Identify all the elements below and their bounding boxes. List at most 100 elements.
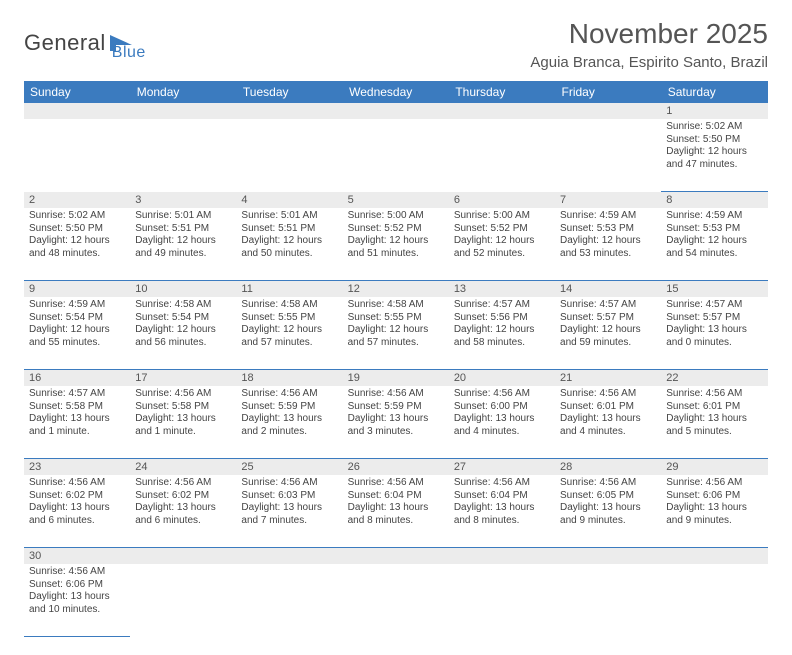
daylight-text: Daylight: 13 hours and 3 minutes. <box>348 413 444 438</box>
daylight-text: Daylight: 13 hours and 1 minute. <box>29 413 125 438</box>
day-cell: Sunrise: 5:00 AMSunset: 5:52 PMDaylight:… <box>343 208 449 281</box>
day-number: 1 <box>661 103 767 119</box>
day-number-cell: 11 <box>236 281 342 298</box>
day-cell <box>661 564 767 637</box>
sunset-text: Sunset: 6:00 PM <box>454 401 550 414</box>
daylight-text: Daylight: 13 hours and 0 minutes. <box>666 324 762 349</box>
day-cell: Sunrise: 4:57 AMSunset: 5:57 PMDaylight:… <box>661 297 767 370</box>
sunrise-text: Sunrise: 4:56 AM <box>454 477 550 490</box>
daylight-text: Daylight: 13 hours and 8 minutes. <box>454 502 550 527</box>
day-number-cell: 5 <box>343 192 449 209</box>
day-number: 20 <box>449 370 555 386</box>
day-number: 9 <box>24 281 130 297</box>
daylight-text: Daylight: 13 hours and 4 minutes. <box>560 413 656 438</box>
sunrise-text: Sunrise: 4:57 AM <box>454 299 550 312</box>
brand-name-a: General <box>24 30 106 56</box>
location-subtitle: Aguia Branca, Espirito Santo, Brazil <box>530 54 768 71</box>
sunset-text: Sunset: 5:51 PM <box>241 223 337 236</box>
sunset-text: Sunset: 5:59 PM <box>348 401 444 414</box>
sunrise-text: Sunrise: 4:58 AM <box>241 299 337 312</box>
day-details: Sunrise: 4:56 AMSunset: 6:04 PMDaylight:… <box>449 475 555 529</box>
daylight-text: Daylight: 12 hours and 55 minutes. <box>29 324 125 349</box>
sunrise-text: Sunrise: 4:56 AM <box>29 477 125 490</box>
daylight-text: Daylight: 12 hours and 50 minutes. <box>241 235 337 260</box>
day-number-cell <box>555 103 661 119</box>
sunset-text: Sunset: 6:05 PM <box>560 490 656 503</box>
header: General Blue November 2025 Aguia Branca,… <box>24 18 768 71</box>
daylight-text: Daylight: 12 hours and 58 minutes. <box>454 324 550 349</box>
day-number-row: 30 <box>24 548 768 565</box>
sunset-text: Sunset: 6:06 PM <box>29 579 125 592</box>
sunset-text: Sunset: 5:57 PM <box>666 312 762 325</box>
day-cell <box>449 564 555 637</box>
day-cell: Sunrise: 4:56 AMSunset: 6:06 PMDaylight:… <box>661 475 767 548</box>
day-details: Sunrise: 4:58 AMSunset: 5:55 PMDaylight:… <box>343 297 449 351</box>
day-cell: Sunrise: 4:56 AMSunset: 5:58 PMDaylight:… <box>130 386 236 459</box>
day-number-row: 1 <box>24 103 768 119</box>
daylight-text: Daylight: 13 hours and 2 minutes. <box>241 413 337 438</box>
daylight-text: Daylight: 13 hours and 7 minutes. <box>241 502 337 527</box>
day-details: Sunrise: 4:58 AMSunset: 5:55 PMDaylight:… <box>236 297 342 351</box>
sunrise-text: Sunrise: 5:01 AM <box>135 210 231 223</box>
day-details: Sunrise: 5:00 AMSunset: 5:52 PMDaylight:… <box>343 208 449 262</box>
sunset-text: Sunset: 5:51 PM <box>135 223 231 236</box>
day-number-cell: 25 <box>236 459 342 476</box>
day-cell: Sunrise: 4:57 AMSunset: 5:58 PMDaylight:… <box>24 386 130 459</box>
day-number: 2 <box>24 192 130 208</box>
sunset-text: Sunset: 5:52 PM <box>454 223 550 236</box>
sunset-text: Sunset: 6:01 PM <box>560 401 656 414</box>
weekday-header: Sunday <box>24 81 130 103</box>
day-details: Sunrise: 4:56 AMSunset: 5:59 PMDaylight:… <box>236 386 342 440</box>
day-number: 6 <box>449 192 555 208</box>
day-number-cell: 30 <box>24 548 130 565</box>
day-number: 28 <box>555 459 661 475</box>
weekday-header: Monday <box>130 81 236 103</box>
daylight-text: Daylight: 12 hours and 48 minutes. <box>29 235 125 260</box>
daylight-text: Daylight: 12 hours and 57 minutes. <box>348 324 444 349</box>
day-number-cell: 10 <box>130 281 236 298</box>
day-details: Sunrise: 4:56 AMSunset: 6:01 PMDaylight:… <box>555 386 661 440</box>
brand-name-b: Blue <box>112 44 146 62</box>
day-number: 11 <box>236 281 342 297</box>
day-cell: Sunrise: 4:56 AMSunset: 6:05 PMDaylight:… <box>555 475 661 548</box>
day-content-row: Sunrise: 4:57 AMSunset: 5:58 PMDaylight:… <box>24 386 768 459</box>
day-cell: Sunrise: 5:01 AMSunset: 5:51 PMDaylight:… <box>236 208 342 281</box>
day-details: Sunrise: 4:59 AMSunset: 5:53 PMDaylight:… <box>555 208 661 262</box>
day-cell: Sunrise: 5:02 AMSunset: 5:50 PMDaylight:… <box>24 208 130 281</box>
day-number-cell <box>343 548 449 565</box>
sunrise-text: Sunrise: 4:56 AM <box>348 477 444 490</box>
daylight-text: Daylight: 12 hours and 53 minutes. <box>560 235 656 260</box>
sunset-text: Sunset: 5:59 PM <box>241 401 337 414</box>
day-number: 14 <box>555 281 661 297</box>
day-number-row: 2345678 <box>24 192 768 209</box>
day-details: Sunrise: 4:56 AMSunset: 6:00 PMDaylight:… <box>449 386 555 440</box>
daylight-text: Daylight: 12 hours and 56 minutes. <box>135 324 231 349</box>
sunset-text: Sunset: 5:50 PM <box>666 134 762 147</box>
day-number-cell: 26 <box>343 459 449 476</box>
sunrise-text: Sunrise: 4:56 AM <box>666 477 762 490</box>
day-number: 21 <box>555 370 661 386</box>
day-cell <box>236 119 342 192</box>
brand-logo: General Blue <box>24 24 146 62</box>
sunset-text: Sunset: 5:52 PM <box>348 223 444 236</box>
sunrise-text: Sunrise: 5:00 AM <box>348 210 444 223</box>
sunset-text: Sunset: 5:58 PM <box>135 401 231 414</box>
sunrise-text: Sunrise: 4:56 AM <box>560 388 656 401</box>
sunset-text: Sunset: 6:04 PM <box>348 490 444 503</box>
day-number: 24 <box>130 459 236 475</box>
day-number: 25 <box>236 459 342 475</box>
day-number-cell: 7 <box>555 192 661 209</box>
day-cell <box>555 119 661 192</box>
sunrise-text: Sunrise: 4:56 AM <box>241 477 337 490</box>
day-number: 27 <box>449 459 555 475</box>
weekday-header: Thursday <box>449 81 555 103</box>
sunrise-text: Sunrise: 4:59 AM <box>29 299 125 312</box>
day-number: 22 <box>661 370 767 386</box>
sunrise-text: Sunrise: 4:56 AM <box>666 388 762 401</box>
sunrise-text: Sunrise: 5:02 AM <box>666 121 762 134</box>
sunset-text: Sunset: 6:01 PM <box>666 401 762 414</box>
day-cell <box>130 564 236 637</box>
day-details: Sunrise: 4:57 AMSunset: 5:58 PMDaylight:… <box>24 386 130 440</box>
day-details: Sunrise: 4:56 AMSunset: 6:04 PMDaylight:… <box>343 475 449 529</box>
daylight-text: Daylight: 13 hours and 6 minutes. <box>135 502 231 527</box>
